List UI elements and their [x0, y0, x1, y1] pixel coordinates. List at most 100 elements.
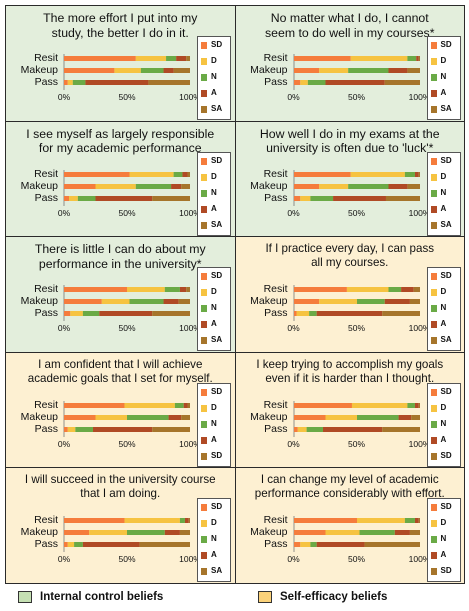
chart-legend: SD D N A SA [426, 267, 461, 352]
bar-segment-sa [409, 299, 420, 305]
category-label: Resit [263, 398, 288, 411]
legend-swatch [430, 90, 437, 97]
x-tick-label: 100% [179, 207, 201, 218]
legend-label: A [440, 88, 447, 97]
legend-item: SD [430, 386, 461, 397]
legend-label: D [211, 287, 217, 297]
bar-segment-sa [152, 195, 190, 201]
category-label: Resit [34, 52, 58, 64]
x-tick-label: 50% [118, 92, 136, 102]
x-tick-label: 0% [57, 207, 71, 218]
bar-segment-a [99, 311, 153, 317]
charts-grid: The more effort I put into my study, the… [5, 5, 465, 584]
legend-item: D [201, 287, 231, 297]
legend-item: SD [201, 271, 231, 281]
legend-swatch [201, 289, 207, 297]
legend-item: N [201, 72, 231, 82]
legend-swatch [201, 221, 207, 229]
bar-segment-n [356, 414, 399, 420]
category-label: Pass [34, 191, 58, 204]
bar-segment-sa [413, 287, 420, 293]
category-label: Pass [264, 422, 288, 435]
legend-swatch [430, 74, 437, 81]
x-tick-label: 50% [347, 207, 366, 218]
legend-swatch [430, 189, 437, 197]
bar-plot [293, 169, 420, 206]
legend-item: A [201, 319, 231, 329]
category-label: Makeup [20, 179, 58, 192]
bar-segment-d [89, 530, 127, 536]
category-label: Makeup [250, 526, 288, 539]
bar-segment-d [350, 171, 405, 177]
bar-segment-n [164, 287, 180, 293]
selfefficacy-label: Self-efficacy beliefs [280, 591, 388, 603]
bar-segment-a [414, 402, 419, 408]
x-tick-label: 100% [179, 92, 201, 102]
legend-swatch [201, 568, 207, 576]
bar-segment-n [174, 402, 184, 408]
bar-segment-a [183, 402, 188, 408]
legend-swatch [201, 520, 207, 528]
bar-segment-d [296, 311, 309, 317]
category-label: Pass [264, 538, 288, 551]
bar-segment-d [135, 56, 167, 61]
bar-segment-sa [178, 299, 190, 305]
chart-panel: How well I do in my exams at the univers… [234, 120, 465, 238]
category-label: Resit [34, 283, 58, 296]
bar-segment-d [299, 195, 310, 201]
legend-label: SD [440, 271, 452, 281]
bar-segment-a [400, 287, 414, 293]
legend-label: A [211, 203, 217, 213]
legend-swatch [201, 106, 207, 113]
chart-legend: SD D N A SA [197, 36, 231, 120]
bar-segment-a [182, 171, 188, 177]
bar-segment-d [299, 542, 310, 548]
legend-label: SD [211, 155, 223, 165]
category-label: Pass [34, 538, 58, 551]
legend-item: A [430, 550, 461, 560]
bar-segment-n [356, 299, 385, 305]
legend-label: A [440, 319, 447, 329]
bar-segment-n [308, 311, 317, 317]
bar-segment-a [163, 299, 179, 305]
bar-segment-sa [381, 311, 420, 317]
x-tick-label: 50% [347, 92, 366, 102]
bar-segment-a [415, 56, 419, 61]
legend-label: N [440, 72, 447, 81]
legend-item: N [201, 534, 231, 544]
legend-label: N [440, 534, 447, 544]
bar-segment-sd [64, 311, 71, 317]
selfefficacy-swatch [258, 591, 272, 603]
legend-item: SD [430, 40, 461, 50]
bar-segment-d [325, 414, 357, 420]
bar-segment-a [414, 518, 419, 524]
bar-segment-sa [385, 195, 420, 201]
bar-segment-sd [64, 299, 102, 305]
bar-segment-a [384, 299, 410, 305]
legend-swatch [430, 552, 437, 560]
legend-item: SD [201, 451, 231, 461]
bar-segment-n [359, 530, 395, 536]
legend-swatch [430, 157, 437, 165]
legend-label: SD [211, 271, 223, 281]
legend-label: A [440, 550, 447, 560]
bar-segment-n [127, 530, 165, 536]
legend-swatch [430, 568, 437, 576]
bar-plot [293, 400, 420, 437]
category-label: Makeup [20, 526, 58, 539]
bar-segment-sd [64, 530, 90, 536]
legend-item: SD [201, 40, 231, 50]
chart-title: If I practice every day, I can pass all … [265, 242, 435, 270]
legend-label: SD [440, 40, 452, 49]
legend-label: SD [440, 386, 452, 396]
chart-title: I am confident that I will achieve acade… [27, 357, 213, 385]
x-tick-label: 100% [408, 554, 431, 565]
legend-swatch [430, 452, 437, 460]
bar-segment-sd [293, 171, 351, 177]
bar-segment-d [69, 195, 78, 201]
legend-label: A [211, 434, 217, 444]
chart-panel: There is little I can do about my perfor… [5, 236, 236, 353]
bar-plot [63, 54, 190, 90]
legend-label: N [211, 72, 217, 81]
x-tick-label: 0% [57, 554, 71, 565]
